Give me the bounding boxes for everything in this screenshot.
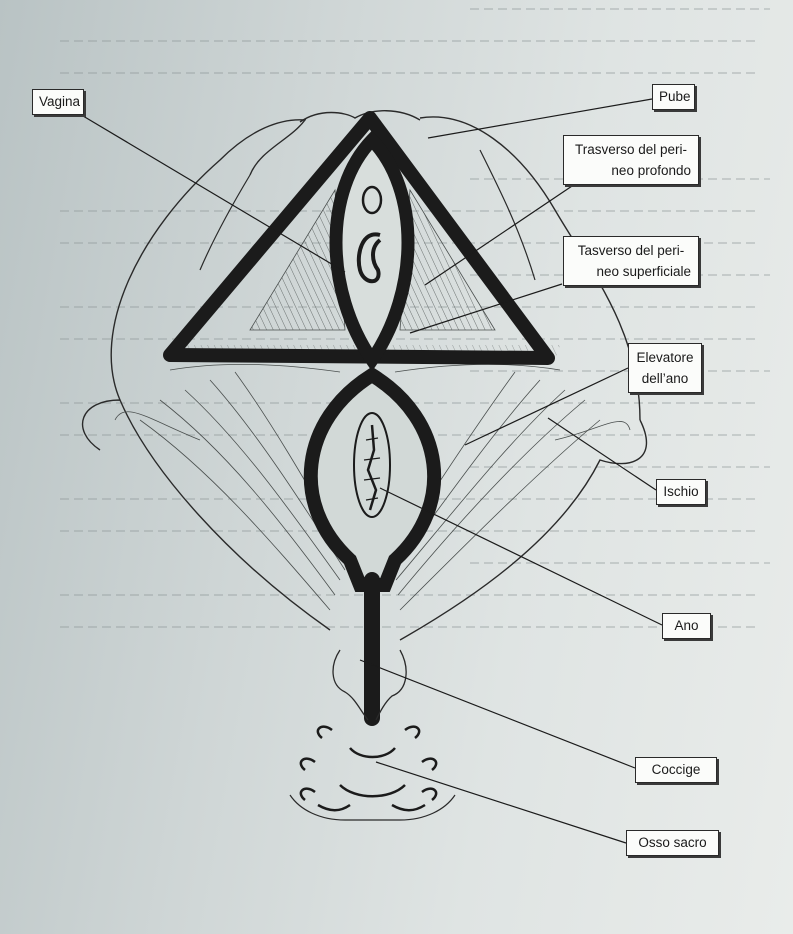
label-trasverso-profondo: Trasverso del peri- neo profondo (563, 135, 699, 185)
label-trasverso-superficiale-line1: Tasverso del peri- (577, 243, 685, 258)
upper-left-lobe (199, 174, 251, 271)
anal-inner (353, 412, 391, 518)
label-ano-text: Ano (674, 618, 699, 633)
label-elevatore-line2: dell’ano (641, 371, 689, 386)
leader-lines (72, 98, 663, 844)
buttock-left-contour (110, 119, 307, 401)
thigh-left-contour (81, 399, 331, 631)
leader-ano (379, 487, 663, 626)
urogenital-triangle (163, 111, 555, 365)
label-pube: Pube (652, 84, 695, 110)
pubis-bone (299, 110, 421, 123)
label-trasverso-profondo-line1: Trasverso del peri- (574, 142, 688, 157)
sacrum-vertebrae (299, 725, 438, 812)
leader-pube (427, 98, 653, 139)
thigh-right-contour (399, 419, 647, 641)
leader-osso-sacro (375, 761, 627, 844)
leader-trasverso-superficiale (409, 283, 563, 334)
label-coccige: Coccige (635, 757, 717, 783)
label-trasverso-superficiale-line2: neo superficiale (596, 264, 691, 279)
sacrum-outline (289, 794, 456, 821)
leader-ischio (547, 417, 657, 491)
label-osso-sacro: Osso sacro (626, 830, 719, 856)
anal-opening (366, 424, 378, 511)
label-coccige-text: Coccige (651, 762, 701, 777)
coccyx-bone (332, 649, 407, 721)
vaginal-opening (356, 232, 382, 284)
label-pube-text: Pube (659, 89, 691, 104)
leader-coccige (359, 659, 636, 769)
label-ischio: Ischio (656, 479, 706, 505)
label-osso-sacro-text: Osso sacro (638, 835, 707, 850)
leader-elevatore (464, 367, 629, 446)
label-elevatore-line1: Elevatore (636, 350, 694, 365)
leader-trasverso-profondo (424, 181, 579, 286)
label-trasverso-superficiale: Tasverso del peri- neo superficiale (563, 236, 699, 286)
leader-vagina (72, 109, 346, 273)
label-ischio-text: Ischio (663, 484, 699, 499)
label-elevatore: Elevatore dell’ano (628, 343, 702, 393)
upper-right-lobe (479, 149, 536, 281)
clitoris-detail (361, 185, 383, 215)
label-vagina: Vagina (32, 89, 84, 115)
anal-ticks (363, 437, 381, 501)
label-ano: Ano (662, 613, 711, 639)
label-trasverso-profondo-line2: neo profondo (611, 163, 691, 178)
label-vagina-text: Vagina (39, 94, 81, 109)
